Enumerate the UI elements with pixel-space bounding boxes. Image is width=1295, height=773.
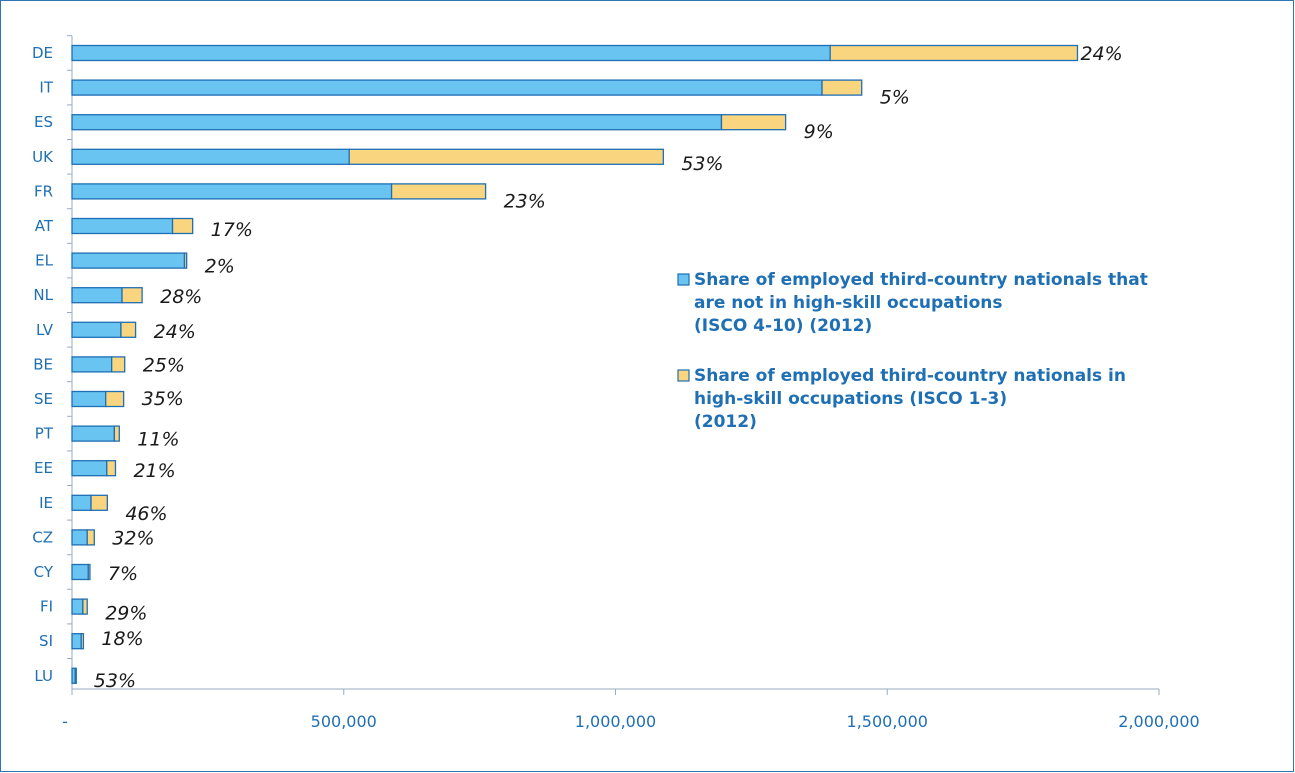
bar-segment-high-skill-lu bbox=[74, 667, 77, 684]
category-label-nl: NL bbox=[33, 286, 53, 304]
bar-segment-high-skill-de bbox=[829, 44, 1079, 62]
x-tick-label: - bbox=[62, 712, 68, 731]
category-label-el: EL bbox=[35, 252, 53, 270]
data-label-lv: 24% bbox=[154, 321, 196, 343]
data-label-nl: 28% bbox=[160, 286, 202, 308]
x-tick-label: 2,000,000 bbox=[1118, 712, 1199, 731]
bar-segment-not-high-skill-pt bbox=[71, 425, 116, 442]
category-label-fr: FR bbox=[34, 182, 53, 200]
bar-segment-not-high-skill-it bbox=[71, 79, 823, 96]
bar-segment-not-high-skill-fi bbox=[71, 598, 84, 615]
category-label-pt: PT bbox=[35, 425, 54, 443]
data-label-ie: 46% bbox=[125, 503, 167, 525]
bar-segment-high-skill-fr bbox=[390, 183, 487, 200]
bar-segment-high-skill-se bbox=[105, 390, 125, 408]
category-label-cy: CY bbox=[34, 563, 54, 581]
bar-segment-high-skill-si bbox=[80, 633, 85, 650]
bar-segment-not-high-skill-fr bbox=[71, 183, 393, 200]
bar-segment-not-high-skill-uk bbox=[71, 148, 350, 165]
bar-segment-high-skill-pt bbox=[113, 425, 120, 442]
legend-entry-not-high-skill: Share of employed third-country national… bbox=[694, 270, 1148, 336]
bar-segment-not-high-skill-ie bbox=[71, 494, 92, 511]
bar-segment-high-skill-el bbox=[183, 252, 188, 269]
x-tick-label: 500,000 bbox=[311, 712, 377, 731]
x-tick-label: 1,500,000 bbox=[847, 712, 928, 731]
bar-segment-not-high-skill-cz bbox=[71, 529, 88, 546]
legend-entry-high-skill: Share of employed third-country national… bbox=[694, 366, 1126, 432]
category-label-be: BE bbox=[33, 355, 53, 373]
bar-segment-not-high-skill-be bbox=[71, 356, 113, 373]
legend-swatch-not-high-skill bbox=[677, 273, 690, 286]
category-label-si: SI bbox=[39, 632, 53, 650]
data-label-cy: 7% bbox=[108, 563, 138, 585]
bar-segment-not-high-skill-nl bbox=[71, 287, 123, 304]
data-label-fr: 23% bbox=[504, 190, 546, 212]
bar-segment-not-high-skill-se bbox=[71, 390, 107, 408]
category-label-uk: UK bbox=[32, 148, 54, 166]
bar-segment-high-skill-es bbox=[720, 114, 787, 131]
data-label-fi: 29% bbox=[105, 603, 147, 625]
bar-segment-high-skill-nl bbox=[121, 287, 143, 304]
category-label-at: AT bbox=[35, 217, 54, 235]
bar-segment-high-skill-ee bbox=[106, 460, 117, 477]
bar-segment-not-high-skill-es bbox=[71, 114, 723, 131]
labels: DE 24% IT 5% ES 9% UK 53% FR 23% AT 17% EL 2% NL 28% LV 2… bbox=[32, 43, 1123, 692]
data-label-es: 9% bbox=[804, 121, 834, 143]
data-label-lu: 53% bbox=[94, 670, 136, 692]
data-label-si: 18% bbox=[101, 628, 143, 650]
bar-segment-not-high-skill-lv bbox=[71, 321, 122, 338]
bar-segment-not-high-skill-el bbox=[71, 252, 186, 269]
category-label-lv: LV bbox=[36, 321, 54, 339]
data-label-it: 5% bbox=[880, 87, 910, 109]
data-label-be: 25% bbox=[143, 354, 185, 376]
bar-segment-high-skill-it bbox=[821, 79, 863, 96]
data-label-el: 2% bbox=[205, 256, 235, 278]
bar-segment-high-skill-fi bbox=[82, 598, 88, 615]
category-label-lu: LU bbox=[34, 667, 53, 685]
bar-segment-high-skill-be bbox=[111, 356, 126, 373]
bar-segment-not-high-skill-at bbox=[71, 217, 174, 235]
axes: - 500,000 1,000,000 1,500,000 2,000,000 bbox=[62, 35, 1200, 731]
bar-segment-high-skill-uk bbox=[348, 148, 664, 165]
data-label-ee: 21% bbox=[133, 460, 175, 482]
category-label-cz: CZ bbox=[32, 528, 53, 546]
bars bbox=[71, 44, 1079, 684]
bar-segment-high-skill-ie bbox=[90, 494, 108, 511]
category-label-de: DE bbox=[32, 44, 53, 62]
category-label-se: SE bbox=[34, 390, 53, 408]
category-label-es: ES bbox=[34, 113, 53, 131]
bar-segment-not-high-skill-ee bbox=[71, 460, 108, 477]
bar-segment-not-high-skill-de bbox=[71, 44, 831, 62]
bar-segment-not-high-skill-si bbox=[71, 633, 82, 650]
legend: Share of employed third-country national… bbox=[677, 270, 1148, 432]
data-label-de: 24% bbox=[1080, 43, 1122, 65]
data-label-se: 35% bbox=[142, 388, 184, 410]
category-label-it: IT bbox=[39, 79, 53, 97]
legend-swatch-high-skill bbox=[677, 369, 690, 382]
category-label-fi: FI bbox=[40, 598, 53, 616]
bar-segment-high-skill-at bbox=[171, 217, 194, 235]
data-label-cz: 32% bbox=[112, 527, 154, 549]
category-label-ee: EE bbox=[34, 459, 53, 477]
x-tick-label: 1,000,000 bbox=[575, 712, 656, 731]
bar-segment-not-high-skill-cy bbox=[71, 563, 89, 581]
data-label-uk: 53% bbox=[681, 153, 723, 175]
data-label-pt: 11% bbox=[137, 429, 179, 451]
bar-segment-high-skill-cz bbox=[86, 529, 95, 546]
bar-segment-high-skill-cy bbox=[87, 563, 91, 581]
bar-segment-high-skill-lv bbox=[120, 321, 137, 338]
category-label-ie: IE bbox=[39, 494, 53, 512]
data-label-at: 17% bbox=[211, 219, 253, 241]
